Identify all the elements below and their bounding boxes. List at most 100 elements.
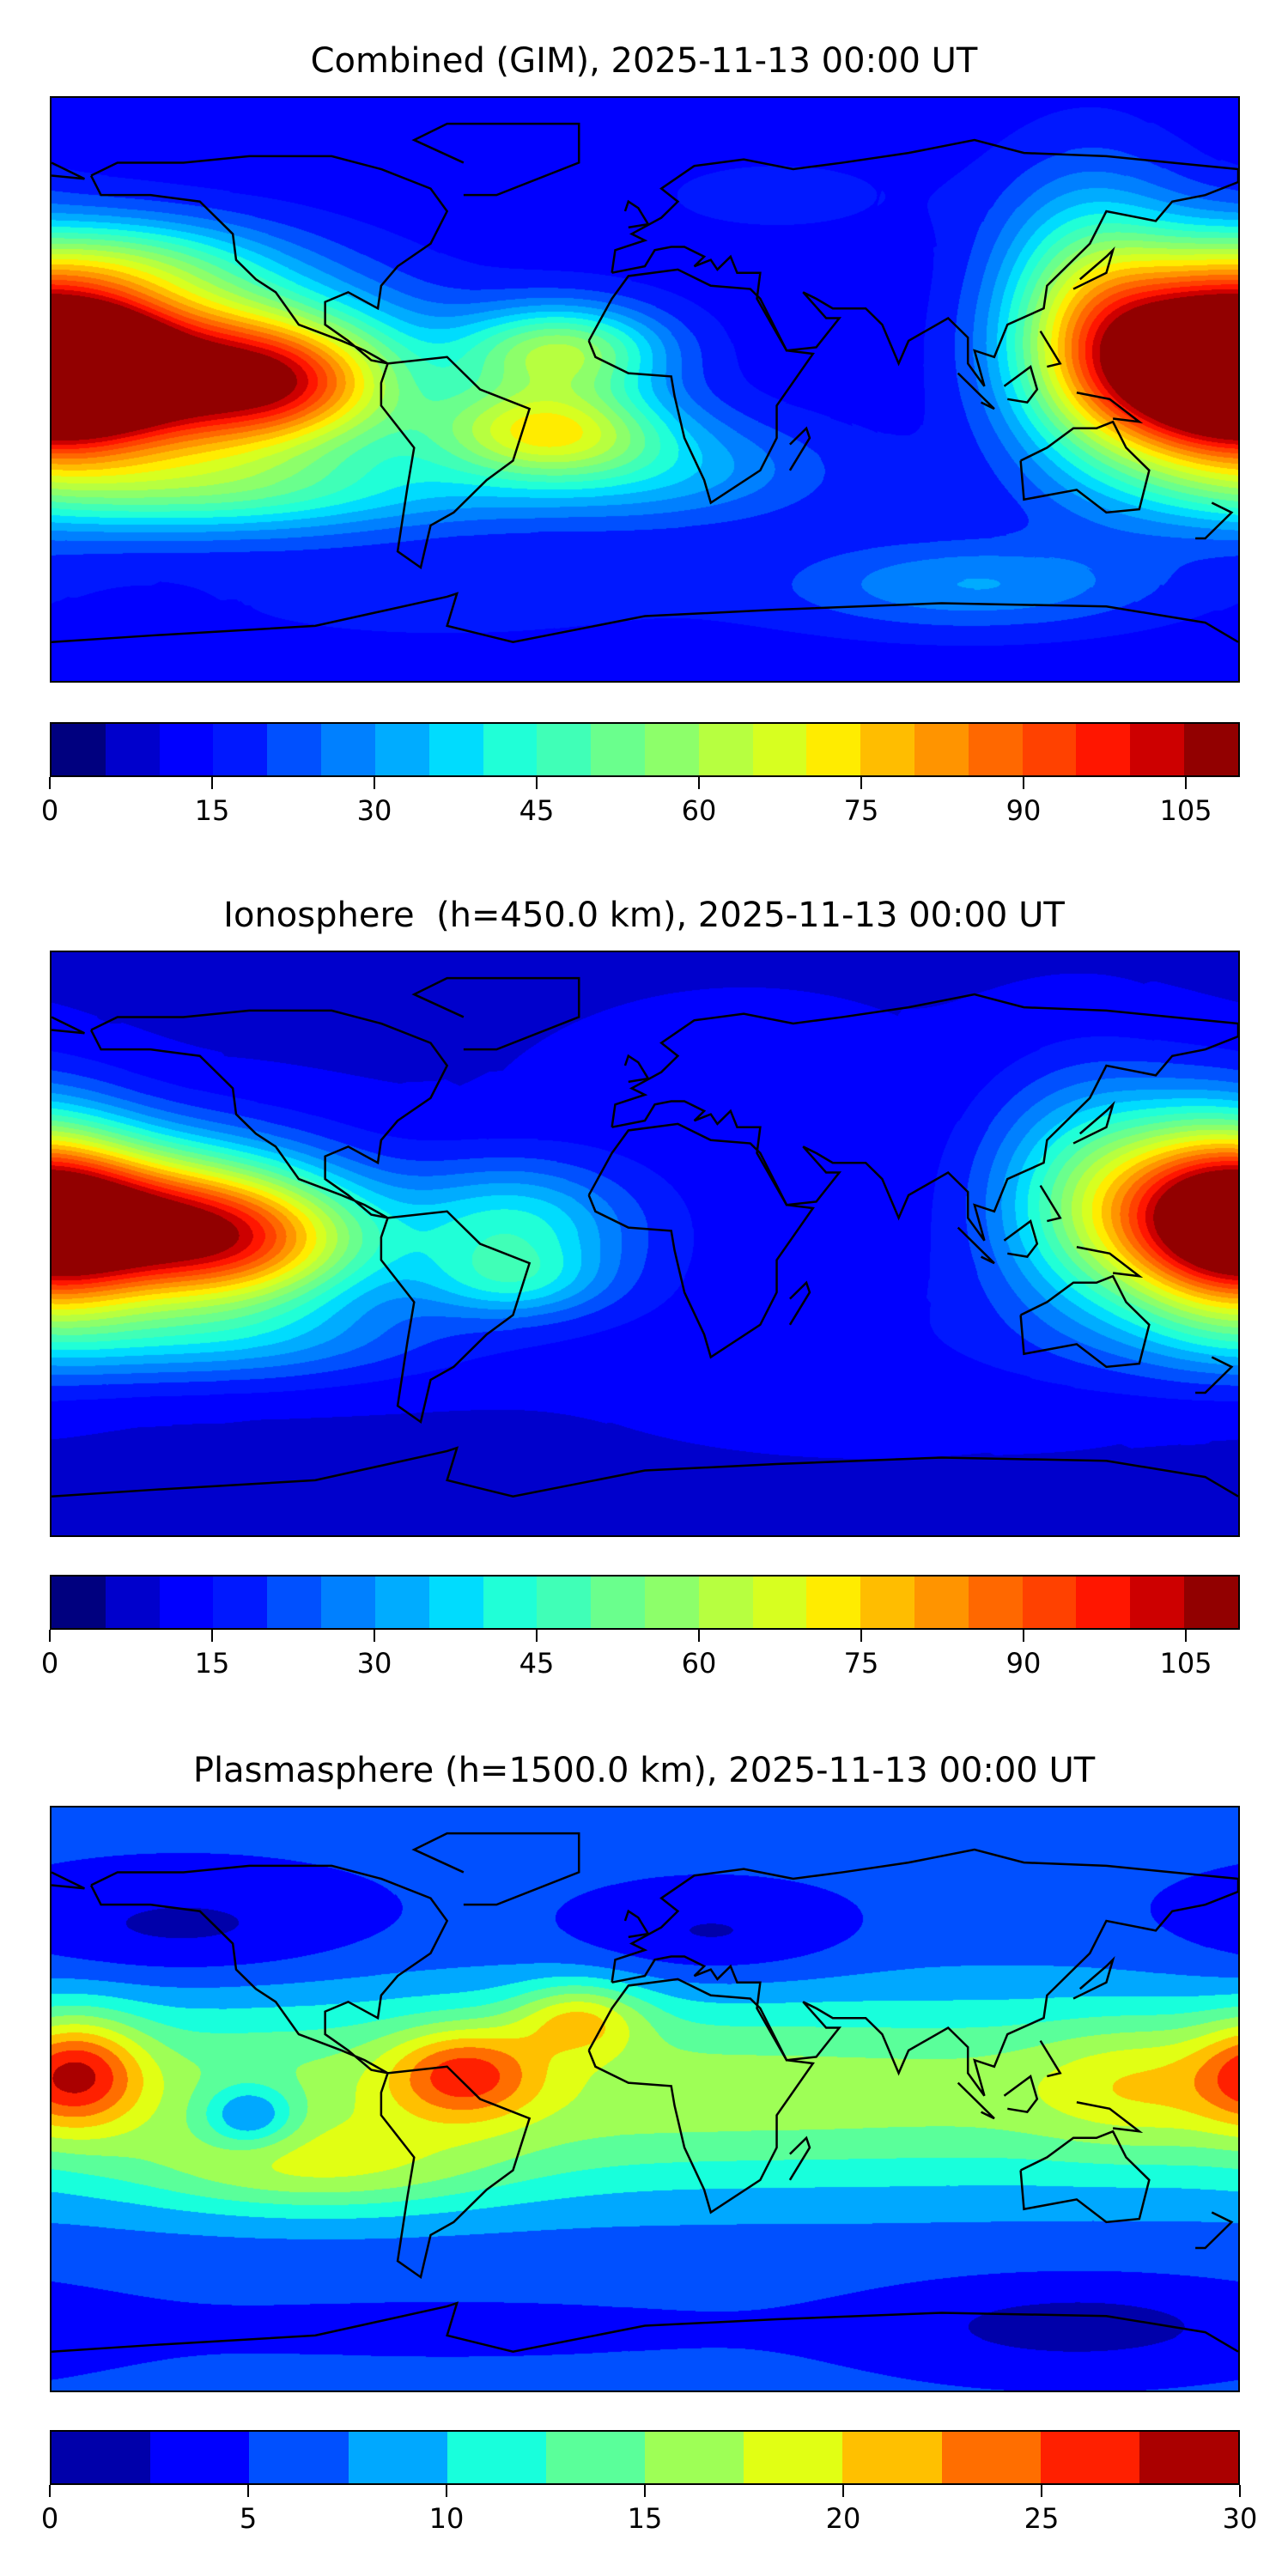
colorbar-level (591, 724, 645, 775)
coastline (381, 357, 530, 568)
coastline (52, 593, 1238, 642)
colorbar-level (447, 2432, 546, 2483)
colorbar-level (752, 1577, 807, 1628)
coastline (1195, 2213, 1231, 2248)
colorbar-tick (644, 2485, 646, 2497)
colorbar-tick (698, 777, 700, 789)
coastline (52, 1017, 84, 1033)
colorbar-level (806, 724, 861, 775)
colorbar-level (52, 1577, 106, 1628)
colorbar-level (1076, 724, 1131, 775)
colorbar-level (321, 724, 375, 775)
colorbar-tick (860, 777, 862, 789)
colorbar-tick (374, 777, 375, 789)
coastline (91, 1011, 447, 1218)
colorbar-tick-label: 45 (519, 794, 555, 827)
coastline (1004, 1221, 1036, 1256)
coastline (1077, 1247, 1139, 1276)
tec-contour-field (52, 98, 1238, 681)
colorbar-tick (374, 1630, 375, 1642)
colorbar-tick (446, 2485, 447, 2497)
colorbar-tick (1239, 2485, 1241, 2497)
colorbar-level (1184, 724, 1238, 775)
colorbar-level (1022, 724, 1077, 775)
coastline (91, 156, 447, 363)
coastline (1021, 1276, 1150, 1367)
coastline (1041, 2041, 1060, 2076)
colorbar-tick-label: 60 (681, 794, 717, 827)
coastline (1073, 1104, 1113, 1143)
colorbar-level (1130, 1577, 1185, 1628)
colorbar-tick-label: 105 (1159, 794, 1212, 827)
colorbar-level (645, 2432, 744, 2483)
coastline (625, 1056, 648, 1082)
colorbar-level (698, 1577, 753, 1628)
coastline (414, 1833, 579, 1905)
colorbar-level (914, 1577, 969, 1628)
ionosphere-tec-map (50, 951, 1240, 1537)
colorbar-level (52, 2432, 151, 2483)
colorbar-level (537, 724, 592, 775)
colorbar-tick-label: 75 (843, 1647, 879, 1680)
colorbar-tick-label: 0 (40, 1647, 59, 1680)
coastline (1021, 422, 1150, 513)
coastline (790, 2138, 810, 2180)
colorbar-tick-label: 30 (356, 794, 392, 827)
coastlines (52, 1807, 1238, 2391)
colorbar-level (644, 1577, 699, 1628)
coastline (1077, 392, 1139, 422)
ionosphere-colorbar (50, 1575, 1240, 1630)
colorbar-level (105, 1577, 160, 1628)
colorbar-level (941, 2432, 1041, 2483)
coastline (625, 202, 648, 228)
colorbar-tick (49, 2485, 51, 2497)
colorbar-level (644, 724, 699, 775)
colorbar-level (483, 724, 538, 775)
colorbar-tick (1023, 777, 1024, 789)
colorbar-level (1022, 1577, 1077, 1628)
coastline (1073, 250, 1113, 289)
colorbar-tick-label: 105 (1159, 1647, 1212, 1680)
coastline (589, 1124, 813, 1358)
colorbar-tick-label: 90 (1005, 794, 1042, 827)
colorbar-tick-label: 60 (681, 1647, 717, 1680)
colorbar-level (374, 1577, 429, 1628)
colorbar-tick-label: 5 (239, 2502, 258, 2535)
colorbar-level (1184, 1577, 1238, 1628)
coastline (589, 1979, 813, 2213)
colorbar-level (806, 1577, 861, 1628)
colorbar-tick (536, 777, 538, 789)
coastline (1041, 331, 1060, 367)
colorbar-level (159, 1577, 214, 1628)
colorbar-level (1130, 724, 1185, 775)
colorbar-tick-label: 30 (356, 1647, 392, 1680)
colorbar-tick-label: 15 (194, 794, 230, 827)
colorbar-level (105, 724, 160, 775)
coastline (958, 374, 994, 409)
ionosphere-title: Ionosphere (h=450.0 km), 2025-11-13 00:0… (223, 896, 1065, 935)
colorbar-level (842, 2432, 942, 2483)
plasmasphere-title: Plasmasphere (h=1500.0 km), 2025-11-13 0… (192, 1751, 1096, 1790)
colorbar-tick-label: 90 (1005, 1647, 1042, 1680)
colorbar-tick (1185, 1630, 1187, 1642)
colorbar-tick-label: 0 (40, 794, 59, 827)
coastline (52, 1872, 84, 1888)
colorbar-tick-label: 15 (194, 1647, 230, 1680)
colorbar-tick (211, 777, 213, 789)
coastline (612, 994, 1238, 1241)
colorbar-level (213, 1577, 268, 1628)
combined-colorbar (50, 722, 1240, 777)
coastline (790, 428, 810, 471)
colorbar-level (213, 724, 268, 775)
colorbar-tick-label: 45 (519, 1647, 555, 1680)
colorbar-level (545, 2432, 646, 2483)
colorbar-tick-label: 20 (825, 2502, 861, 2535)
colorbar-level (860, 1577, 914, 1628)
coastlines (52, 952, 1238, 1535)
colorbar-level (968, 1577, 1023, 1628)
colorbar-level (537, 1577, 592, 1628)
coastline (1004, 2076, 1036, 2111)
tec-contour-field (52, 952, 1238, 1535)
coastline (381, 2067, 530, 2277)
coastline (1195, 1358, 1231, 1393)
